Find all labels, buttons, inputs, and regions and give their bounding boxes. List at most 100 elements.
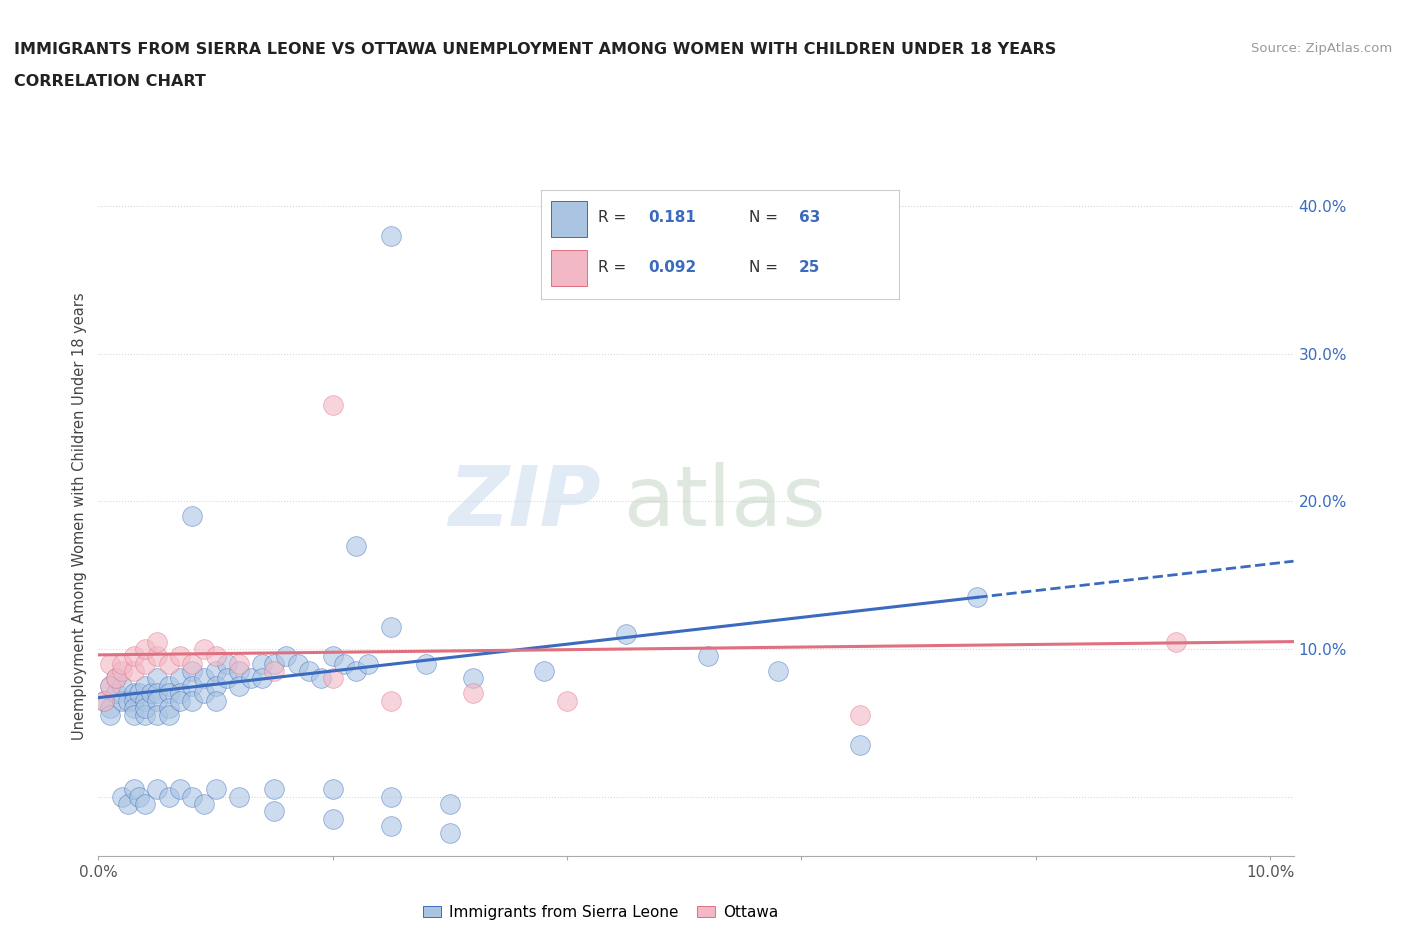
Text: CORRELATION CHART: CORRELATION CHART — [14, 74, 205, 89]
Point — [181, 657, 204, 671]
Point — [966, 590, 988, 604]
Point — [146, 685, 169, 700]
Y-axis label: Unemployment Among Women with Children Under 18 years: Unemployment Among Women with Children U… — [72, 292, 87, 740]
Point — [322, 782, 344, 797]
Text: atlas: atlas — [624, 462, 825, 543]
Point — [134, 642, 156, 657]
Point — [157, 790, 180, 804]
Point — [344, 538, 367, 553]
Point — [98, 700, 121, 715]
Text: ZIP: ZIP — [447, 462, 600, 543]
Point — [181, 679, 204, 694]
Point — [380, 693, 402, 708]
Point — [134, 700, 156, 715]
Point — [263, 804, 285, 818]
Point — [228, 657, 250, 671]
Point — [93, 693, 115, 708]
Point — [98, 679, 121, 694]
Point — [263, 657, 285, 671]
Point — [134, 693, 156, 708]
Point — [287, 657, 309, 671]
Point — [157, 679, 180, 694]
Point — [181, 664, 204, 679]
Point — [204, 782, 226, 797]
Point — [122, 708, 145, 723]
Point — [228, 664, 250, 679]
Point — [193, 796, 215, 811]
Point — [274, 649, 297, 664]
Point — [439, 826, 461, 841]
Point — [849, 737, 872, 752]
Point — [204, 649, 226, 664]
Point — [111, 657, 134, 671]
Point — [181, 693, 204, 708]
Point — [134, 708, 156, 723]
Point — [252, 657, 274, 671]
Point — [169, 693, 191, 708]
Point — [111, 679, 134, 694]
Point — [105, 685, 128, 700]
Point — [146, 649, 169, 664]
Point — [322, 811, 344, 826]
Point — [157, 700, 180, 715]
Point — [146, 634, 169, 649]
Point — [380, 790, 402, 804]
Point — [322, 649, 344, 664]
Point — [169, 782, 191, 797]
Point — [134, 796, 156, 811]
Point — [117, 796, 139, 811]
Point — [146, 708, 169, 723]
Point — [263, 782, 285, 797]
Point — [157, 708, 180, 723]
Point — [111, 693, 134, 708]
Point — [696, 649, 718, 664]
Point — [204, 679, 226, 694]
Point — [169, 685, 191, 700]
Point — [193, 671, 215, 686]
Point — [117, 693, 139, 708]
Point — [122, 664, 145, 679]
Point — [141, 685, 163, 700]
Point — [415, 657, 437, 671]
Point — [228, 790, 250, 804]
Text: IMMIGRANTS FROM SIERRA LEONE VS OTTAWA UNEMPLOYMENT AMONG WOMEN WITH CHILDREN UN: IMMIGRANTS FROM SIERRA LEONE VS OTTAWA U… — [14, 42, 1056, 57]
Point — [98, 657, 121, 671]
Point — [134, 679, 156, 694]
Point — [146, 782, 169, 797]
Point — [555, 693, 578, 708]
Point — [134, 657, 156, 671]
Point — [239, 671, 262, 686]
Point — [181, 509, 204, 524]
Point — [533, 664, 555, 679]
Legend: Immigrants from Sierra Leone, Ottawa: Immigrants from Sierra Leone, Ottawa — [416, 898, 785, 926]
Point — [111, 790, 134, 804]
Point — [463, 671, 485, 686]
Point — [849, 708, 872, 723]
Point — [105, 671, 128, 686]
Point — [193, 685, 215, 700]
Point — [252, 671, 274, 686]
Point — [344, 664, 367, 679]
Point — [217, 671, 239, 686]
Point — [111, 664, 134, 679]
Point — [157, 685, 180, 700]
Point — [122, 649, 145, 664]
Point — [122, 700, 145, 715]
Point — [463, 685, 485, 700]
Point — [380, 228, 402, 243]
Point — [380, 619, 402, 634]
Point — [766, 664, 789, 679]
Point — [298, 664, 321, 679]
Point — [128, 790, 150, 804]
Point — [380, 818, 402, 833]
Point — [204, 693, 226, 708]
Point — [263, 664, 285, 679]
Point — [204, 664, 226, 679]
Point — [333, 657, 356, 671]
Point — [322, 398, 344, 413]
Point — [98, 708, 121, 723]
Point — [128, 685, 150, 700]
Point — [193, 642, 215, 657]
Point — [322, 671, 344, 686]
Point — [122, 685, 145, 700]
